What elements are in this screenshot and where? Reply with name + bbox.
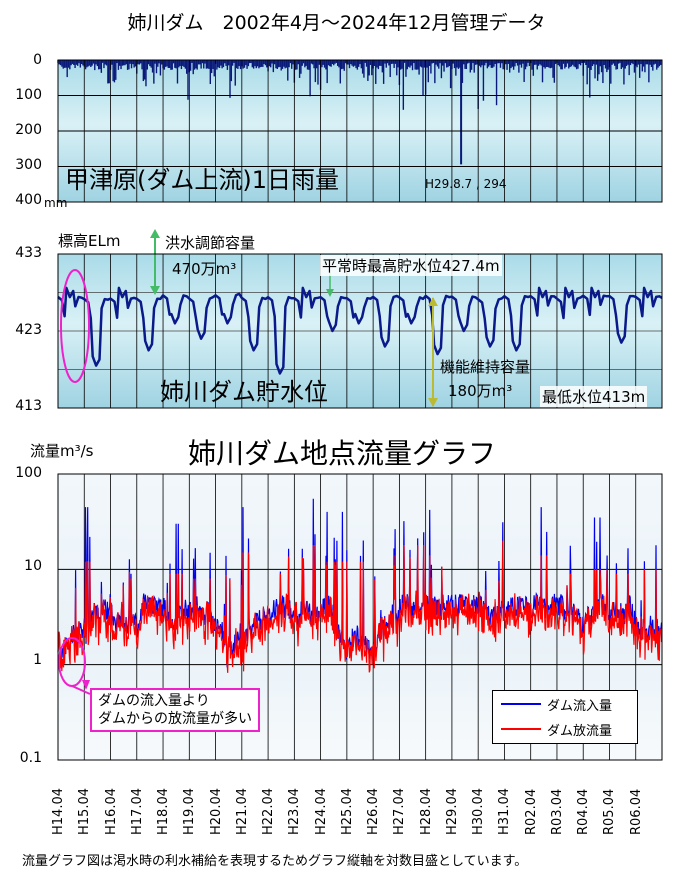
legend-inflow-label: ダム流入量 — [547, 699, 613, 714]
flow-tick-10: 10 — [24, 558, 42, 574]
first-year-highlight-ellipse — [60, 269, 90, 383]
rain-tick-300: 300 — [15, 157, 42, 173]
callout-line-2: ダムからの放流量が多い — [98, 711, 252, 727]
level-panel-label: 姉川ダム貯水位 — [160, 378, 328, 406]
flow-x-tick-label: H15.04 — [77, 788, 93, 835]
rain-max-annotation: H29.8.7 , 294 — [425, 177, 507, 191]
flood-capacity-label: 洪水調節容量 — [165, 234, 256, 252]
rain-tick-0: 0 — [33, 52, 42, 68]
min-level-label: 最低水位413m — [540, 386, 648, 407]
flood-capacity-value: 470万m³ — [172, 260, 237, 278]
flow-x-tick-label: H26.04 — [366, 788, 382, 835]
flow-x-tick-label: H22.04 — [261, 788, 277, 835]
level-frame — [57, 253, 663, 409]
flow-frame — [57, 473, 663, 761]
rain-tick-100: 100 — [15, 87, 42, 103]
flow-x-tick-label: H20.04 — [208, 788, 224, 835]
rain-frame — [57, 59, 663, 203]
flow-x-tick-label: R04.04 — [576, 788, 592, 835]
level-tick-423: 423 — [15, 322, 42, 338]
normal-high-level-label: 平常時最高貯水位427.4m — [320, 255, 502, 276]
release-exceeds-inflow-callout: ダムの流入量より ダムからの放流量が多い — [90, 688, 260, 732]
flow-x-tick-label: R06.04 — [628, 788, 644, 835]
flow-tick-0-1: 0.1 — [19, 750, 42, 766]
flow-x-tick-label: H28.04 — [418, 788, 434, 835]
flow-x-tick-label: H25.04 — [339, 788, 355, 835]
level-ylabel: 標高ELm — [58, 232, 121, 250]
flow-tick-100: 100 — [15, 465, 42, 481]
rain-tick-200: 200 — [15, 122, 42, 138]
flow-x-tick-label: H31.04 — [497, 788, 513, 835]
flow-x-tick-label: H19.04 — [182, 788, 198, 835]
maintenance-arrowhead-down — [428, 398, 438, 407]
reservoir-level-line — [57, 286, 663, 375]
flood-capacity-arrowhead-down — [150, 286, 160, 295]
rain-panel-label: 甲津原(ダム上流)1日雨量 — [65, 166, 339, 194]
flow-x-tick-label: H21.04 — [234, 788, 250, 835]
release-line — [57, 540, 663, 673]
flow-x-tick-label: R05.04 — [602, 788, 618, 835]
legend-release-swatch — [501, 728, 541, 730]
flow-x-tick-label: H14.04 — [51, 788, 66, 835]
legend-release-label: ダム放流量 — [547, 724, 613, 739]
flow-x-tick-label: H16.04 — [103, 788, 119, 835]
callout-line-1: ダムの流入量より — [98, 693, 210, 709]
flow-chart-title: 姉川ダム地点流量グラフ — [188, 437, 497, 470]
maintenance-capacity-value: 180万m³ — [448, 382, 513, 400]
flow-x-tick-label: H18.04 — [156, 788, 172, 835]
flow-x-tick-label: H30.04 — [471, 788, 487, 835]
flow-ylabel: 流量m³/s — [30, 442, 94, 460]
footer-note: 流量グラフ図は渇水時の利水補給を表現するためグラフ縦軸を対数目盛としています。 — [22, 854, 528, 869]
flow-x-tick-label: H23.04 — [287, 788, 303, 835]
flow-tick-1: 1 — [33, 652, 42, 668]
flow-x-tick-label: H29.04 — [444, 788, 460, 835]
legend-inflow-swatch — [501, 703, 541, 705]
flood-capacity-arrowhead-up — [150, 229, 160, 238]
flow-x-tick-label: R03.04 — [549, 788, 565, 835]
level-tick-433: 433 — [15, 245, 42, 261]
maintenance-arrowhead-up — [428, 297, 438, 306]
page-title: 姉川ダム 2002年4月～2024年12月管理データ — [127, 12, 546, 34]
callout-star-marker — [82, 680, 90, 690]
flow-x-tick-label: H27.04 — [392, 788, 408, 835]
flow-x-tick-label: R02.04 — [523, 788, 539, 835]
level-tick-413: 413 — [15, 398, 42, 414]
flow-legend: ダム流入量 ダム放流量 — [492, 690, 638, 744]
flow-x-tick-label: H24.04 — [313, 788, 329, 835]
maintenance-capacity-label: 機能維持容量 — [440, 358, 531, 376]
rain-tick-400: 400 — [15, 192, 42, 208]
callout-connector — [71, 685, 91, 695]
flow-x-tick-label: H17.04 — [129, 788, 145, 835]
rain-unit: mm — [44, 196, 68, 210]
normal-high-arrowhead — [326, 289, 334, 297]
